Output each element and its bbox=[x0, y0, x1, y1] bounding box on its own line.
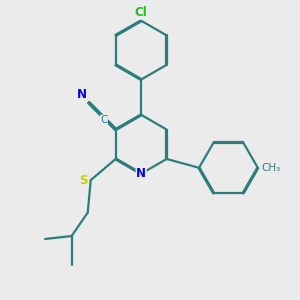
Text: S: S bbox=[79, 174, 87, 187]
Text: Cl: Cl bbox=[135, 6, 148, 19]
Text: CH₃: CH₃ bbox=[261, 163, 280, 173]
Text: N: N bbox=[136, 167, 146, 180]
Text: N: N bbox=[77, 88, 87, 101]
Text: C: C bbox=[100, 115, 108, 125]
